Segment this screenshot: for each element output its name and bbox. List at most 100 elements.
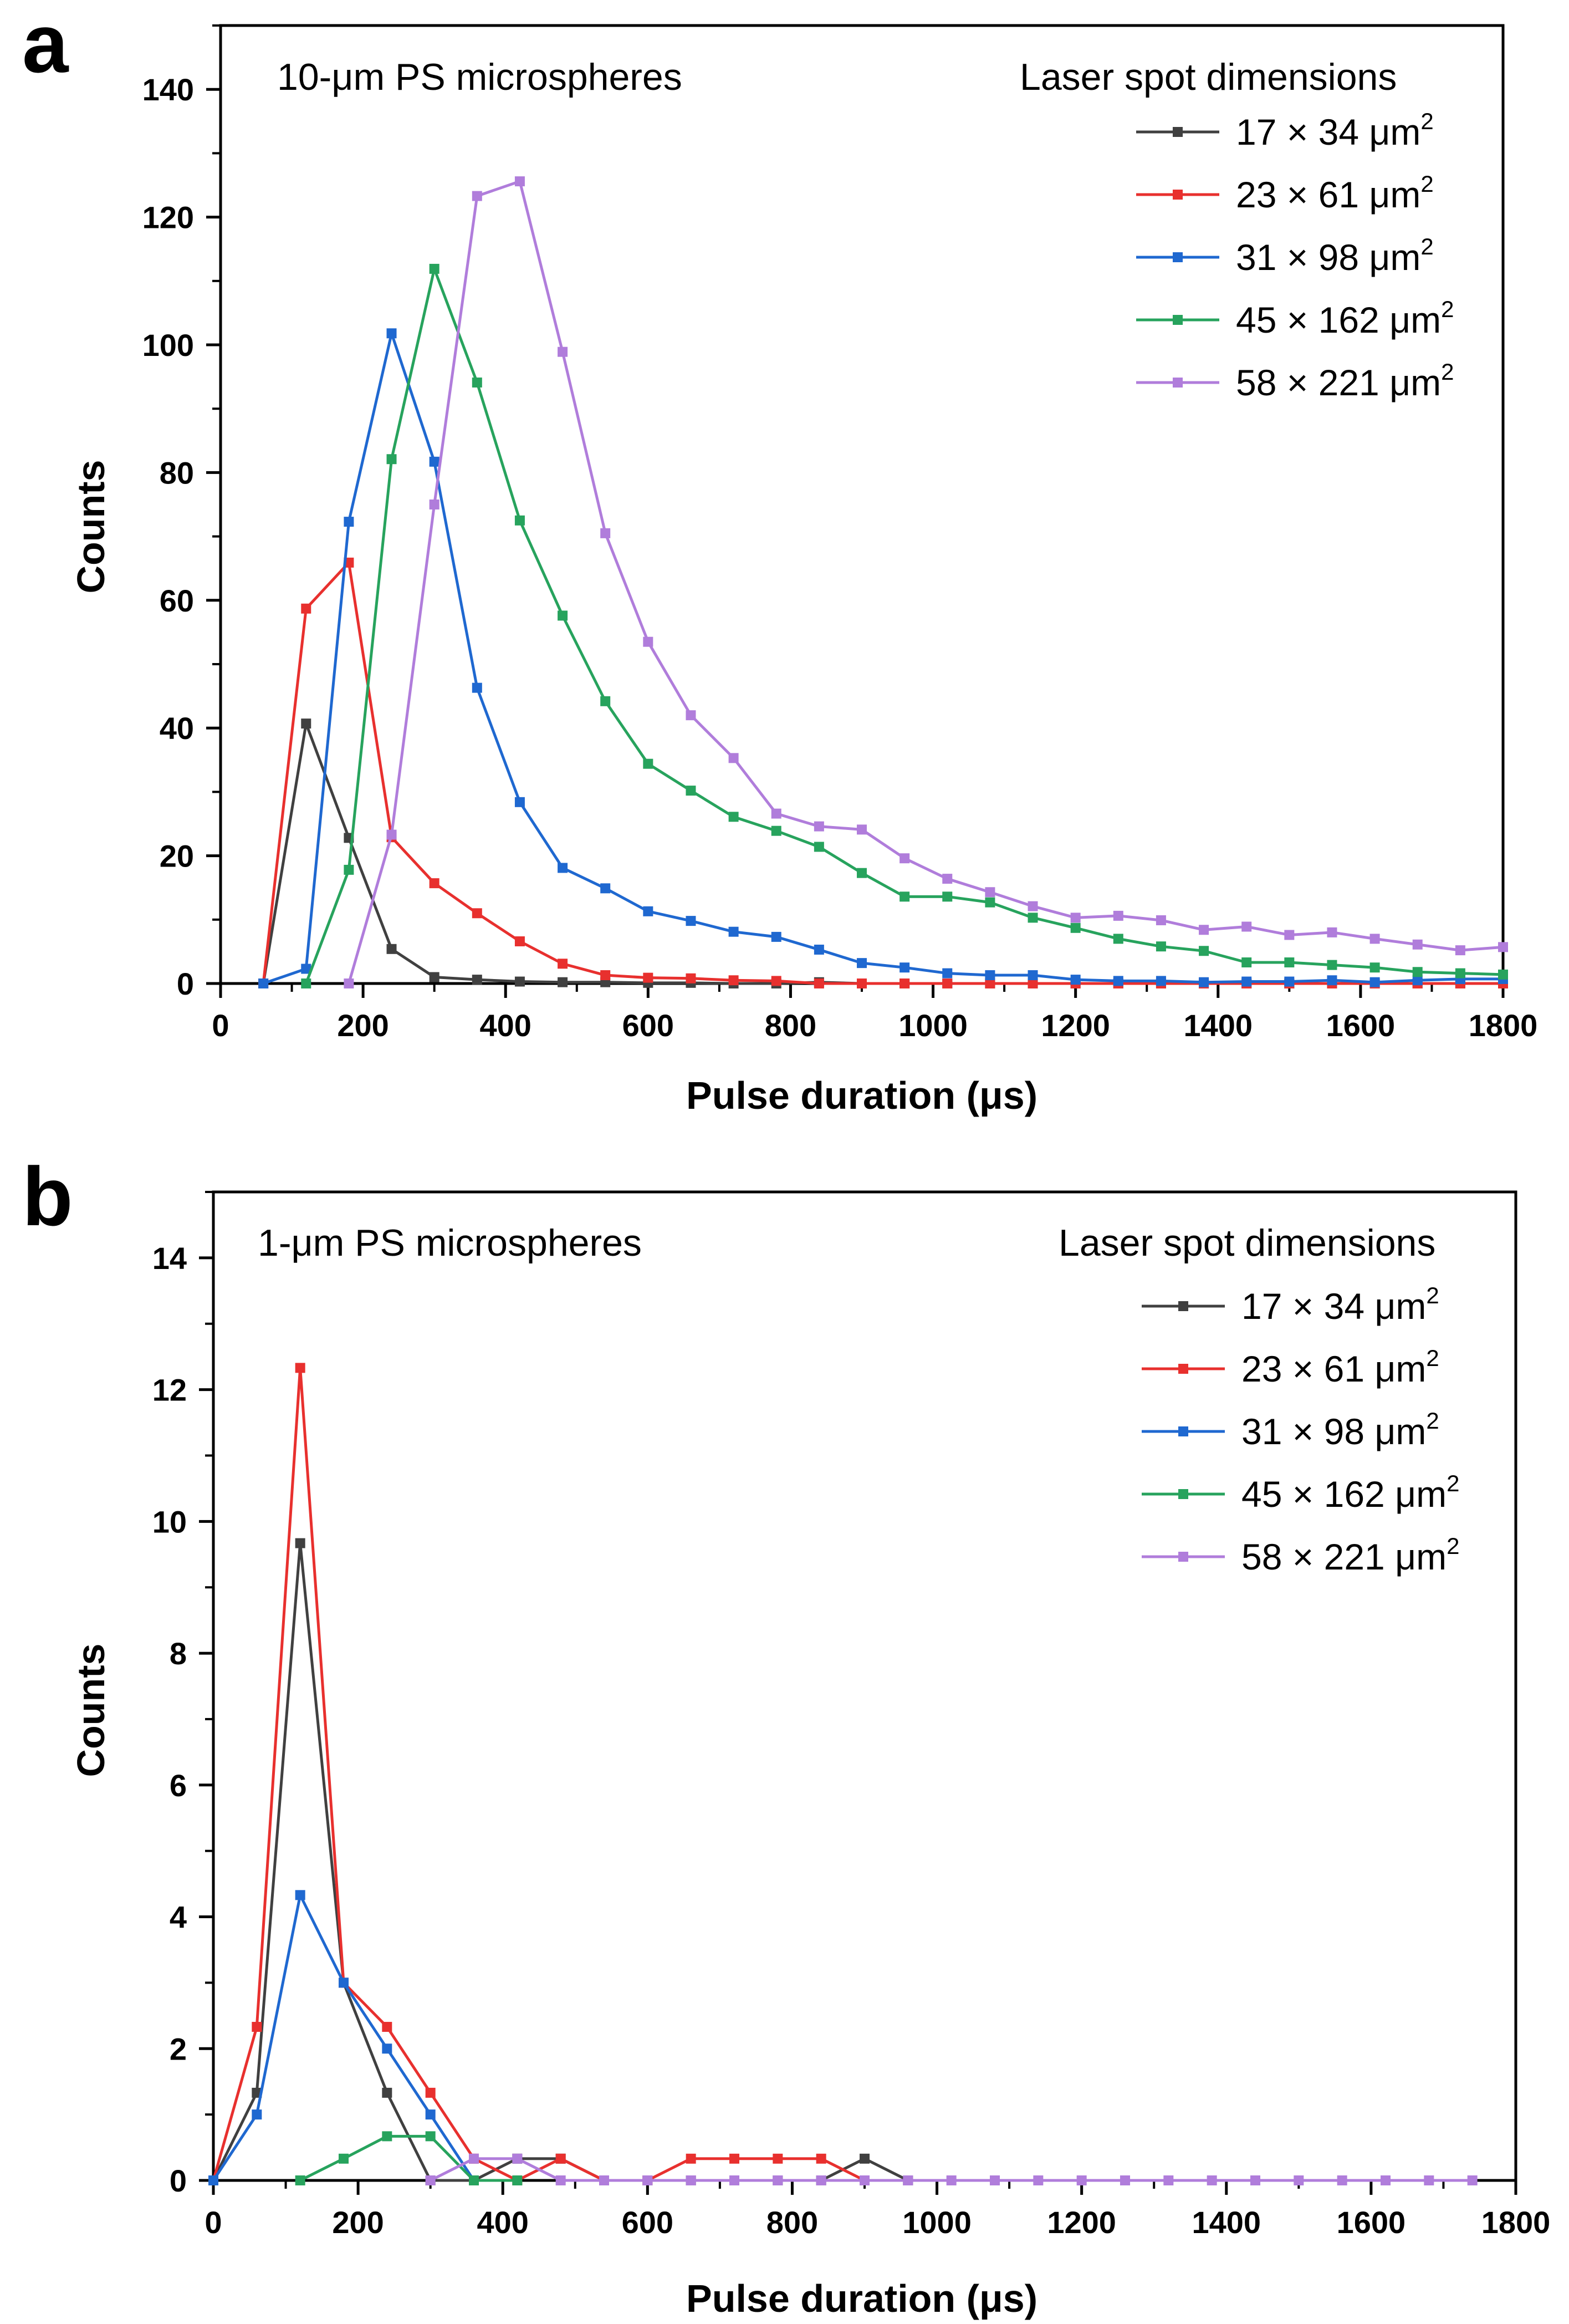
panel-b-series-4-point [425, 2131, 436, 2142]
panel-a-legend-entry-3: 31 × 98 μm2 [1136, 233, 1434, 278]
panel-a-legend-title: Laser spot dimensions [1020, 56, 1397, 98]
panel-a-series-5-line [347, 180, 1504, 984]
panel-b-series-5-point [773, 2175, 783, 2185]
panel-b-series [208, 1363, 1478, 2185]
panel-b-legend-label: 17 × 34 μm2 [1241, 1282, 1439, 1327]
panel-b-series-5-point [425, 2175, 436, 2185]
panel-a-series-5-point [1498, 942, 1508, 952]
panel-a-series-4-point [1241, 957, 1252, 967]
panel-b-series-5-point [686, 2175, 696, 2185]
panel-a-series-2-point [514, 936, 525, 946]
panel-b-series-3-point [382, 2043, 392, 2054]
panel-b-x-tick-label: 200 [332, 2205, 384, 2240]
panel-a-series-5-point [942, 874, 953, 884]
panel-a-series-4-point [985, 897, 995, 908]
panel-b-legend-label: 23 × 61 μm2 [1241, 1345, 1439, 1389]
panel-b-series-4 [295, 2131, 523, 2185]
panel-a-annotation: 10-μm PS microspheres [277, 56, 682, 98]
panel-b-series-5-point [1294, 2175, 1304, 2185]
panel-a-series-3-point [942, 968, 953, 978]
panel-b-series-5-point [903, 2175, 913, 2185]
panel-b-x-tick-label: 0 [205, 2205, 222, 2240]
panel-a-series-5-point [1327, 927, 1337, 937]
panel-b-series-3-point [252, 2109, 262, 2120]
panel-a-legend-swatch-marker [1173, 252, 1183, 262]
panel-a-x-axis-title: Pulse duration (μs) [686, 1074, 1038, 1117]
panel-a-series-4-point [900, 891, 910, 902]
panel-a-series-2-line [262, 561, 1503, 985]
panel-a-series-5-point [344, 978, 354, 988]
panel-a-series-5-point [1369, 934, 1380, 944]
panel-a-series-5-point [771, 808, 781, 819]
panel-b-y-tick-label: 14 [152, 1241, 187, 1276]
panel-a-x-tick-label: 1400 [1183, 1008, 1253, 1043]
panel-a-series-1-point [301, 718, 311, 729]
panel-a-legend-entry-4: 45 × 162 μm2 [1136, 296, 1454, 340]
panel-a-series-3-point [1327, 975, 1337, 986]
panel-b-series-3 [208, 1890, 479, 2185]
panel-a-x-tick-label: 800 [765, 1008, 816, 1043]
panel-a-series-3-point [1412, 975, 1423, 986]
panel-a-series-5-point [985, 887, 995, 898]
panel-a-series-3-line [263, 332, 1503, 985]
panel-b-legend-entry-5: 58 × 221 μm2 [1142, 1533, 1459, 1577]
panel-a-series-3-point [344, 517, 354, 527]
panel-a-series [258, 176, 1508, 988]
panel-a-series-5-point [1156, 915, 1166, 925]
panel-a-x-tick-label: 1000 [898, 1008, 968, 1043]
panel-b-legend-entry-1: 17 × 34 μm2 [1142, 1282, 1439, 1327]
panel-a-series-4-point [643, 758, 653, 769]
panel-a-series-4-point [1156, 941, 1166, 952]
panel-b-series-5-point [946, 2175, 957, 2185]
panel-a-legend-swatch-marker [1173, 315, 1183, 325]
panel-a-series-5-point [643, 636, 653, 647]
panel-b-x-axis-title: Pulse duration (μs) [686, 2277, 1038, 2320]
panel-a-series-2-point [771, 976, 781, 986]
panel-b-annotation: 1-μm PS microspheres [258, 1222, 642, 1264]
panel-a-series-4-point [1113, 934, 1123, 944]
panel-b-series-5-point [860, 2175, 870, 2185]
panel-a-series-3-point [728, 926, 739, 937]
panel-a-series-2-point [857, 978, 867, 988]
panel-b-series-5-point [1424, 2175, 1434, 2185]
panel-a-series-4-point [686, 786, 696, 796]
panel-a-series-3-point [1199, 977, 1209, 987]
panel-a-series-5-point [514, 176, 525, 187]
panel-a-series-3-point [1070, 975, 1081, 985]
panel-a-series-3-point [600, 883, 611, 894]
panel-b-series-4-point [512, 2175, 523, 2185]
panel-a-series-2-point [942, 978, 953, 988]
panel-b-x-tick-label: 600 [622, 2205, 673, 2240]
panel-a-legend-swatch-marker [1173, 190, 1183, 200]
panel-b-legend: Laser spot dimensions 17 × 34 μm2 23 × 61… [1059, 1222, 1459, 1577]
panel-a-series-3-point [514, 797, 525, 807]
panel-b-legend-title: Laser spot dimensions [1059, 1222, 1435, 1264]
panel-b-legend-swatch-marker [1178, 1364, 1188, 1374]
panel-a-series-4-point [301, 978, 311, 988]
panel-a-axes: 0 200 400 600 800 1000 1200 1400 1600 1800 0 20 40 60… [142, 24, 1537, 1043]
panel-b-series-5-point [1381, 2175, 1391, 2185]
panel-b-series-1-point [295, 1538, 305, 1548]
panel-b-x-tick-label: 1400 [1192, 2205, 1261, 2240]
panel-a-series-4-point [942, 891, 953, 902]
panel-b-series-2-point [686, 2153, 696, 2164]
panel-a-series-3-point [429, 456, 439, 467]
panel-a-y-tick-label: 60 [160, 583, 194, 618]
panel-a-legend-swatch-marker [1173, 127, 1183, 137]
panel-a-series-5-point [686, 710, 696, 721]
panel-b-series-2-point [555, 2153, 566, 2164]
panel-a-series-2-point [1028, 978, 1038, 988]
panel-a-series-3-point [558, 863, 568, 873]
panel-a-y-tick-label: 20 [160, 839, 194, 874]
panel-a-series-4-point [857, 868, 867, 878]
panel-a-y-tick-label: 40 [160, 711, 194, 746]
panel-a-series-2-point [643, 972, 653, 983]
panel-a-y-axis-title: Counts [69, 460, 113, 593]
panel-b-y-tick-label: 6 [170, 1768, 187, 1803]
panel-a-series-3-point [301, 964, 311, 974]
panel-b-y-axis-title: Counts [69, 1643, 113, 1777]
panel-a-series-3-point [1369, 977, 1380, 987]
panel-b-series-2-point [425, 2087, 436, 2098]
panel-a-series-4-point [344, 864, 354, 875]
panel-a-series-4-point [1369, 962, 1380, 973]
